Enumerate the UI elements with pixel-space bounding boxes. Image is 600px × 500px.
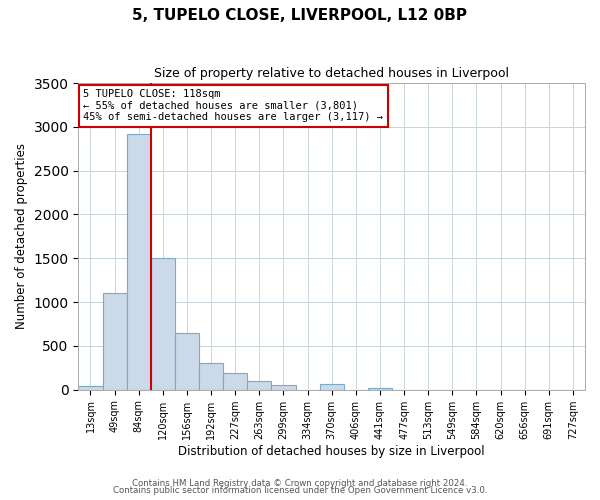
Bar bbox=[79, 386, 103, 390]
Bar bbox=[103, 294, 127, 390]
Title: Size of property relative to detached houses in Liverpool: Size of property relative to detached ho… bbox=[154, 68, 509, 80]
Bar bbox=[223, 372, 247, 390]
Bar bbox=[175, 333, 199, 390]
Bar bbox=[368, 388, 392, 390]
Bar bbox=[151, 258, 175, 390]
Bar bbox=[320, 384, 344, 390]
X-axis label: Distribution of detached houses by size in Liverpool: Distribution of detached houses by size … bbox=[178, 444, 485, 458]
Bar bbox=[247, 382, 271, 390]
Text: Contains public sector information licensed under the Open Government Licence v3: Contains public sector information licen… bbox=[113, 486, 487, 495]
Text: Contains HM Land Registry data © Crown copyright and database right 2024.: Contains HM Land Registry data © Crown c… bbox=[132, 478, 468, 488]
Y-axis label: Number of detached properties: Number of detached properties bbox=[15, 144, 28, 330]
Bar bbox=[127, 134, 151, 390]
Bar bbox=[271, 386, 296, 390]
Bar bbox=[199, 362, 223, 390]
Text: 5 TUPELO CLOSE: 118sqm
← 55% of detached houses are smaller (3,801)
45% of semi-: 5 TUPELO CLOSE: 118sqm ← 55% of detached… bbox=[83, 89, 383, 122]
Text: 5, TUPELO CLOSE, LIVERPOOL, L12 0BP: 5, TUPELO CLOSE, LIVERPOOL, L12 0BP bbox=[133, 8, 467, 22]
